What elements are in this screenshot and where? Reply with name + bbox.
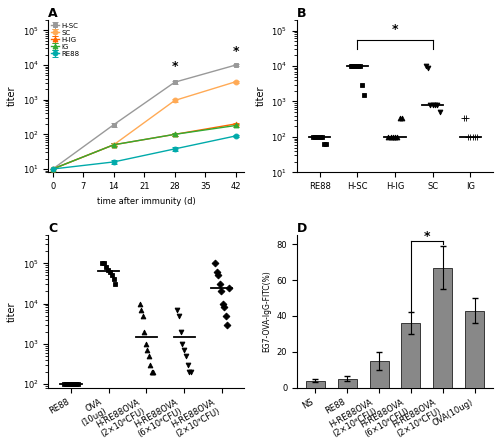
Bar (370, 361, 388, 388)
Bar (433, 268, 452, 388)
Bar (465, 310, 484, 388)
X-axis label: time after immunity (d): time after immunity (d) (97, 197, 196, 206)
Y-axis label: titer: titer (7, 301, 17, 322)
Text: *: * (424, 230, 430, 243)
Text: B: B (297, 7, 306, 20)
Text: A: A (48, 7, 58, 20)
Text: D: D (297, 222, 307, 235)
Text: C: C (48, 222, 58, 235)
Text: *: * (232, 45, 239, 58)
Y-axis label: titer: titer (256, 86, 266, 107)
Bar (402, 323, 420, 388)
Bar (306, 380, 325, 388)
Y-axis label: titer: titer (7, 86, 17, 107)
Bar (338, 379, 357, 388)
Legend: H-SC, SC, H-IG, IG, RE88: H-SC, SC, H-IG, IG, RE88 (50, 22, 80, 58)
Text: *: * (392, 23, 398, 36)
Y-axis label: EG7-OVA-IgG-FITC(%): EG7-OVA-IgG-FITC(%) (262, 271, 271, 352)
Text: *: * (172, 60, 178, 73)
